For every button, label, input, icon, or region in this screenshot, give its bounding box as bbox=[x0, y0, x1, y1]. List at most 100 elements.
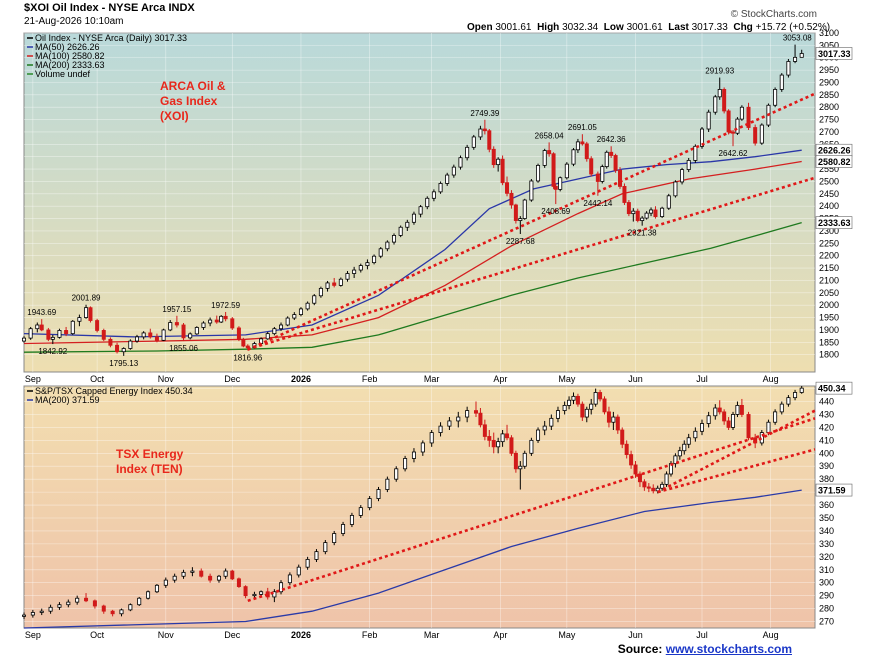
candle bbox=[536, 427, 541, 443]
y-tick-label: 430 bbox=[819, 409, 834, 419]
candle bbox=[580, 134, 585, 146]
legend-entry: MA(200) 2333.63 bbox=[35, 60, 105, 70]
candle bbox=[487, 129, 492, 153]
candle bbox=[137, 596, 142, 606]
candle bbox=[128, 339, 133, 350]
candle-body bbox=[739, 405, 744, 415]
candle bbox=[323, 540, 328, 555]
candle bbox=[629, 450, 634, 469]
candle bbox=[265, 331, 270, 340]
source-link[interactable]: www.stockcharts.com bbox=[665, 642, 792, 656]
candle-body bbox=[513, 204, 518, 221]
candle bbox=[598, 389, 603, 402]
candle-body bbox=[332, 533, 337, 543]
candle-body bbox=[223, 315, 228, 320]
candle-body bbox=[21, 614, 26, 617]
candle-body bbox=[542, 425, 547, 431]
timestamp: 21-Aug-2026 10:10am bbox=[24, 16, 124, 27]
candle bbox=[735, 117, 740, 135]
candle bbox=[589, 398, 594, 415]
x-tick-label: Mar bbox=[424, 630, 440, 640]
candle bbox=[580, 401, 585, 421]
candle-body bbox=[491, 439, 496, 448]
candle-body bbox=[589, 158, 594, 175]
candle bbox=[713, 94, 718, 115]
candle-body bbox=[30, 612, 35, 616]
candle bbox=[66, 599, 71, 608]
candle-body bbox=[236, 327, 241, 340]
candle-body bbox=[633, 464, 638, 475]
y-tick-label: 2250 bbox=[819, 238, 839, 248]
candle-body bbox=[458, 157, 463, 168]
y-tick-label: 280 bbox=[819, 604, 834, 614]
x-tick-label: Aug bbox=[763, 630, 779, 640]
y-tick-label: 2950 bbox=[819, 65, 839, 75]
candle bbox=[562, 401, 567, 415]
y-tick-label: 300 bbox=[819, 578, 834, 588]
candle-body bbox=[598, 392, 603, 400]
candle bbox=[411, 448, 416, 463]
ma200-line bbox=[23, 489, 802, 629]
candle bbox=[633, 461, 638, 478]
candle bbox=[509, 435, 514, 456]
candle bbox=[518, 216, 523, 235]
y-tick-label: 2000 bbox=[819, 300, 839, 310]
candle bbox=[243, 585, 248, 599]
candle bbox=[236, 577, 241, 588]
candle-body bbox=[666, 195, 671, 209]
candle-body bbox=[786, 397, 791, 405]
candle bbox=[618, 167, 623, 189]
candle-body bbox=[522, 199, 527, 219]
y-tick-label: 2850 bbox=[819, 90, 839, 100]
candle bbox=[272, 589, 277, 603]
y-tick-label: 2300 bbox=[819, 226, 839, 236]
candle bbox=[431, 189, 436, 202]
candle-body bbox=[194, 327, 199, 335]
candle-body bbox=[259, 591, 264, 595]
candle bbox=[680, 167, 685, 185]
candle bbox=[575, 138, 580, 154]
candle-body bbox=[482, 424, 487, 437]
candle-body bbox=[793, 392, 798, 399]
candle-body bbox=[298, 308, 303, 315]
brand-label[interactable]: © StockCharts.com bbox=[730, 9, 817, 20]
candle-body bbox=[500, 158, 505, 184]
y-tick-label: 2150 bbox=[819, 263, 839, 273]
candle bbox=[717, 77, 722, 100]
candle-body bbox=[438, 425, 443, 433]
candle-body bbox=[602, 398, 607, 413]
candle bbox=[584, 141, 589, 162]
price-annotation: 1972.59 bbox=[211, 301, 240, 310]
candle-body bbox=[35, 324, 40, 330]
candle bbox=[372, 254, 377, 265]
candle-body bbox=[722, 89, 727, 112]
candle bbox=[753, 124, 758, 146]
value-tag-box bbox=[815, 155, 853, 168]
candle-body bbox=[287, 574, 292, 584]
price-annotation: 2001.89 bbox=[72, 294, 101, 303]
x-tick-label: 2026 bbox=[291, 630, 311, 640]
candle-body bbox=[686, 160, 691, 170]
candle bbox=[482, 419, 487, 441]
candle bbox=[119, 608, 124, 617]
candle-body bbox=[626, 202, 631, 215]
y-tick-label: 420 bbox=[819, 422, 834, 432]
candle-body bbox=[201, 322, 206, 328]
candle bbox=[325, 280, 330, 292]
candle bbox=[553, 183, 558, 205]
candle-body bbox=[50, 336, 55, 340]
candle-body bbox=[318, 287, 323, 297]
candle-body bbox=[70, 320, 75, 335]
candle bbox=[551, 152, 556, 189]
candle bbox=[405, 219, 410, 231]
candle bbox=[338, 277, 343, 287]
candle-body bbox=[799, 387, 804, 393]
candle bbox=[115, 342, 120, 354]
candle-body bbox=[746, 106, 751, 128]
candle-body bbox=[682, 443, 687, 452]
candle bbox=[673, 453, 678, 468]
candle-body bbox=[279, 324, 284, 330]
high-label: High bbox=[537, 22, 560, 33]
y-tick-label: 350 bbox=[819, 513, 834, 523]
candle-body bbox=[172, 575, 177, 581]
